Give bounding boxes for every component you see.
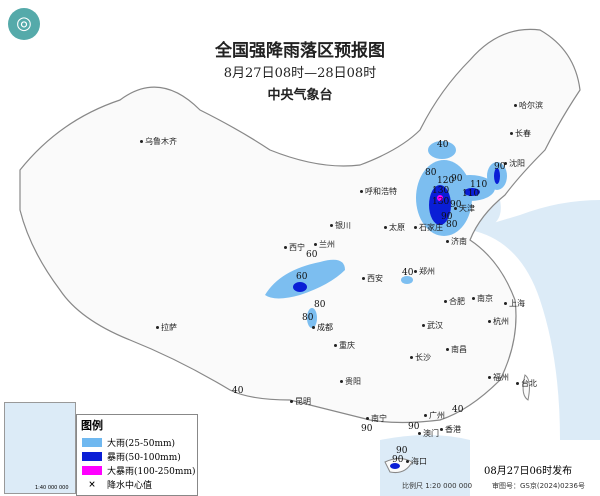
city-label: 兰州 <box>314 239 335 250</box>
city-label: 重庆 <box>334 340 355 351</box>
city-label: 昆明 <box>290 396 311 407</box>
city-label: 南宁 <box>366 413 387 424</box>
legend-label: 降水中心值 <box>107 480 153 491</box>
rain-center-value: 80 <box>302 313 314 323</box>
city-label: 银川 <box>330 220 351 231</box>
city-label: 郑州 <box>414 266 435 277</box>
legend-item-heavy-rain: 大雨(25-50mm) <box>82 435 197 449</box>
city-label: 南昌 <box>446 344 467 355</box>
rain-area-gansu <box>265 259 345 299</box>
rainstorm-areas <box>293 168 500 469</box>
audit-number: 审图号：GS京(2024)0236号 <box>492 482 585 490</box>
rain-area-bohai <box>445 175 495 201</box>
city-label: 拉萨 <box>156 322 177 333</box>
city-label: 合肥 <box>444 296 465 307</box>
rain-center-value: 90 <box>396 446 408 456</box>
legend-label: 大暴雨(100-250mm) <box>107 466 196 477</box>
city-label: 西安 <box>362 273 383 284</box>
rain-center-value: 80 <box>446 220 458 230</box>
forecast-period: 8月27日08时—28日08时 <box>223 66 377 81</box>
cross-icon: × <box>88 479 96 490</box>
city-label: 成都 <box>312 322 333 333</box>
rain-center-value: 60 <box>296 272 308 282</box>
rainstorm-area-hainan <box>390 463 400 469</box>
rain-center-value: 40 <box>232 386 244 396</box>
city-label: 杭州 <box>488 316 509 327</box>
legend-item-heavy-rainstorm: 大暴雨(100-250mm) <box>82 463 197 477</box>
issue-time: 08月27日06时发布 <box>484 466 573 477</box>
rain-center-value: 90 <box>450 200 462 210</box>
rain-area-inner-mongolia <box>428 141 456 159</box>
city-label: 济南 <box>446 236 467 247</box>
rain-area-henan <box>401 276 413 284</box>
rain-center-value: 40 <box>402 268 414 278</box>
rain-center-value: 90 <box>361 424 373 434</box>
rain-center-value: 80 <box>425 168 437 178</box>
city-label: 南京 <box>472 293 493 304</box>
legend-swatch <box>82 451 102 461</box>
rain-center-value: 60 <box>306 250 318 260</box>
map-title: 全国强降雨落区预报图 <box>215 41 385 61</box>
city-label: 乌鲁木齐 <box>140 136 177 147</box>
rain-center-value: 40 <box>452 405 464 415</box>
legend-title: 图例 <box>81 419 103 432</box>
rainstorm-area-hebei <box>429 185 451 225</box>
rain-center-value: 110 <box>470 180 488 190</box>
city-label: 台北 <box>516 378 537 389</box>
city-label: 海口 <box>406 456 427 467</box>
rain-center-value: 90 <box>408 422 420 432</box>
city-label: 呼和浩特 <box>360 186 397 197</box>
city-label: 天津 <box>454 203 475 214</box>
city-label: 武汉 <box>422 320 443 331</box>
legend-swatch <box>82 465 102 475</box>
city-label: 香港 <box>440 424 461 435</box>
rain-center-value: 90 <box>451 174 463 184</box>
legend-item-rainstorm: 暴雨(50-100mm) <box>82 449 197 463</box>
city-label: 澳门 <box>418 428 439 439</box>
rain-center-value: 120 <box>437 176 455 186</box>
rain-center-value: 130 <box>432 197 450 207</box>
rainstorm-area-tianjin <box>464 188 480 196</box>
map-scale: 比例尺 1:20 000 000 <box>402 482 473 490</box>
legend-label: 大雨(25-50mm) <box>107 438 176 449</box>
rain-center-value: 40 <box>437 140 449 150</box>
rain-center-value: 90 <box>441 212 453 222</box>
south-china-sea-inset: 1:40 000 000 <box>4 402 76 494</box>
inset-scale: 1:40 000 000 <box>35 485 69 491</box>
rain-center-value: 90 <box>392 455 404 465</box>
city-label: 贵阳 <box>340 376 361 387</box>
city-label: 哈尔滨 <box>514 100 543 111</box>
rain-center-value: 90 <box>494 162 506 172</box>
legend-label: 暴雨(50-100mm) <box>107 452 181 463</box>
city-label: 长春 <box>510 128 531 139</box>
city-label: 广州 <box>424 410 445 421</box>
legend: 图例 大雨(25-50mm) 暴雨(50-100mm) 大暴雨(100-250m… <box>76 414 198 496</box>
sea-area <box>470 200 600 440</box>
heavy-rain-areas <box>265 141 507 328</box>
cma-logo: ◎ <box>8 8 40 40</box>
city-label: 长沙 <box>410 352 431 363</box>
heavy-rainstorm-area <box>437 195 443 201</box>
city-label: 太原 <box>384 222 405 233</box>
legend-item-center: × 降水中心值 <box>82 477 197 491</box>
rain-center-value: 130 <box>432 186 450 196</box>
city-label: 西宁 <box>284 242 305 253</box>
rainstorm-area-gansu <box>293 282 307 292</box>
city-label: 上海 <box>504 298 525 309</box>
legend-swatch <box>82 437 102 447</box>
city-label: 沈阳 <box>504 158 525 169</box>
city-label: 福州 <box>488 372 509 383</box>
rainstorm-area-liaoning <box>494 168 500 184</box>
city-label: 石家庄 <box>414 222 443 233</box>
rain-center-value: 110 <box>462 189 480 199</box>
rain-center-value: 80 <box>314 300 326 310</box>
organization: 中央气象台 <box>267 88 333 103</box>
